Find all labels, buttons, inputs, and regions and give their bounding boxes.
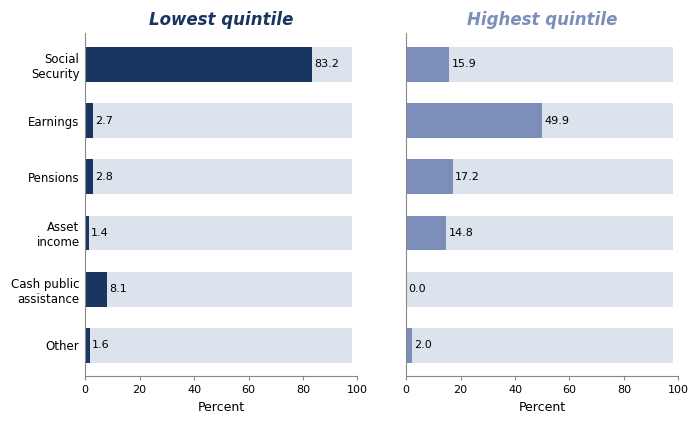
Text: 1.6: 1.6 bbox=[92, 340, 109, 350]
Bar bbox=[85, 103, 352, 138]
Bar bbox=[85, 215, 89, 250]
X-axis label: Percent: Percent bbox=[197, 401, 245, 414]
Text: 15.9: 15.9 bbox=[452, 60, 477, 69]
Text: 17.2: 17.2 bbox=[455, 172, 480, 182]
Bar bbox=[85, 215, 352, 250]
Text: 8.1: 8.1 bbox=[109, 284, 127, 294]
Text: 0.0: 0.0 bbox=[408, 284, 426, 294]
Title: Lowest quintile: Lowest quintile bbox=[149, 11, 293, 29]
Bar bbox=[406, 328, 412, 363]
Bar bbox=[85, 272, 352, 306]
Bar bbox=[85, 103, 92, 138]
Bar bbox=[406, 328, 673, 363]
Text: 2.7: 2.7 bbox=[94, 116, 113, 125]
Bar bbox=[406, 272, 673, 306]
Bar bbox=[85, 328, 352, 363]
Bar bbox=[85, 47, 312, 82]
Bar bbox=[406, 47, 673, 82]
Text: 2.8: 2.8 bbox=[95, 172, 113, 182]
Bar bbox=[85, 328, 90, 363]
Text: 49.9: 49.9 bbox=[544, 116, 569, 125]
Text: 83.2: 83.2 bbox=[314, 60, 339, 69]
Text: 1.4: 1.4 bbox=[91, 228, 109, 238]
Bar bbox=[85, 272, 107, 306]
Bar bbox=[406, 47, 449, 82]
Title: Highest quintile: Highest quintile bbox=[467, 11, 617, 29]
Bar bbox=[406, 103, 673, 138]
Bar bbox=[406, 159, 673, 194]
Bar bbox=[85, 159, 352, 194]
Bar bbox=[406, 159, 453, 194]
X-axis label: Percent: Percent bbox=[519, 401, 566, 414]
Bar bbox=[406, 103, 542, 138]
Text: 2.0: 2.0 bbox=[414, 340, 431, 350]
Bar bbox=[406, 215, 447, 250]
Bar bbox=[406, 215, 673, 250]
Text: 14.8: 14.8 bbox=[449, 228, 473, 238]
Bar bbox=[85, 159, 93, 194]
Bar bbox=[85, 47, 352, 82]
